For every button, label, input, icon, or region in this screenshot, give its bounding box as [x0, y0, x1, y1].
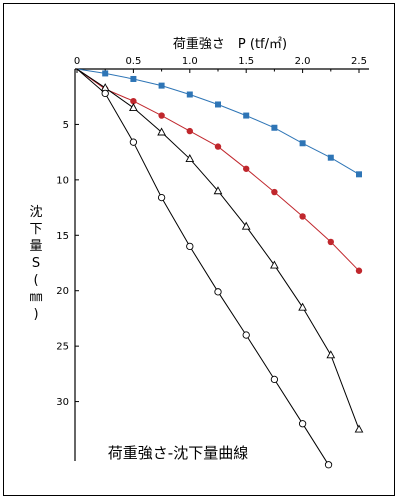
- data-point-square: [271, 124, 278, 131]
- series-line: [76, 68, 329, 466]
- data-point-square: [130, 75, 137, 82]
- data-point-open-circle: [101, 89, 109, 98]
- data-point-open-circle: [324, 461, 333, 469]
- data-point-circle: [271, 188, 278, 196]
- data-point-open-circle: [270, 375, 279, 384]
- y-axis-label-char: 沈: [29, 205, 42, 220]
- y-axis-label-char: ): [33, 307, 38, 322]
- data-point-circle: [158, 112, 165, 119]
- series-line: [76, 68, 360, 272]
- data-point-open-circle: [186, 242, 194, 251]
- data-point-square: [158, 82, 165, 89]
- data-point-circle: [243, 165, 250, 172]
- series-3: [76, 68, 364, 433]
- y-axis-label-char: (: [33, 273, 38, 288]
- data-point-triangle: [157, 127, 166, 136]
- x-axis-label: 荷重強さ P (tf/㎡): [173, 36, 287, 52]
- x-tick-label: 2.5: [351, 56, 367, 67]
- data-point-square: [327, 154, 334, 161]
- data-point-triangle: [326, 350, 336, 359]
- data-point-square: [356, 171, 362, 178]
- y-tick-label: 25: [56, 342, 69, 353]
- data-point-circle: [327, 238, 334, 246]
- data-point-circle: [130, 97, 137, 105]
- data-point-triangle: [185, 154, 195, 163]
- y-tick-label: 15: [56, 231, 69, 242]
- data-point-open-circle: [214, 288, 222, 296]
- y-tick-label: 10: [56, 175, 69, 186]
- data-point-circle: [355, 267, 363, 274]
- series-2: [76, 68, 363, 274]
- y-tick-label: 30: [56, 397, 69, 408]
- y-tick-label: 20: [56, 286, 69, 297]
- x-tick-label: 1.0: [182, 56, 198, 67]
- series-layer: [76, 68, 364, 469]
- y-axis-label-char: ㎜: [29, 290, 42, 305]
- series-line: [76, 68, 360, 430]
- data-point-square: [299, 140, 306, 147]
- data-point-square: [215, 101, 221, 108]
- x-tick-label: 0: [74, 56, 80, 67]
- y-tick-label: 5: [63, 120, 69, 131]
- x-ticks: 0 0.5 1.0 1.5 2.0 2.5: [74, 56, 367, 73]
- series-line: [76, 68, 360, 175]
- data-point-square: [243, 112, 250, 119]
- data-point-open-circle: [242, 331, 250, 339]
- data-point-triangle: [270, 260, 279, 269]
- data-point-circle: [186, 127, 193, 135]
- x-tick-label: 1.5: [238, 56, 254, 67]
- data-point-triangle: [129, 103, 138, 112]
- data-point-circle: [214, 143, 222, 150]
- data-point-triangle: [213, 186, 223, 195]
- data-point-open-circle: [298, 420, 307, 428]
- data-point-circle: [299, 213, 306, 220]
- data-point-open-circle: [157, 193, 166, 202]
- y-axis-label-char: 量: [29, 239, 42, 254]
- chart-title: 荷重強さ-沈下量曲線: [108, 444, 248, 462]
- data-point-triangle: [354, 424, 364, 433]
- data-point-triangle: [298, 302, 307, 311]
- y-ticks: 5 10 15 20 25 30: [56, 120, 79, 408]
- y-axis-label-char: S: [32, 256, 40, 271]
- data-point-square: [186, 91, 193, 98]
- data-point-triangle: [241, 221, 251, 230]
- x-tick-label: 2.0: [295, 56, 311, 67]
- y-axis-label-char: 下: [29, 222, 42, 237]
- x-tick-label: 0.5: [125, 56, 141, 67]
- chart-frame: [3, 3, 395, 496]
- series-4: [76, 68, 333, 469]
- data-point-square: [102, 70, 109, 77]
- series-1: [76, 68, 362, 178]
- data-point-open-circle: [129, 138, 138, 146]
